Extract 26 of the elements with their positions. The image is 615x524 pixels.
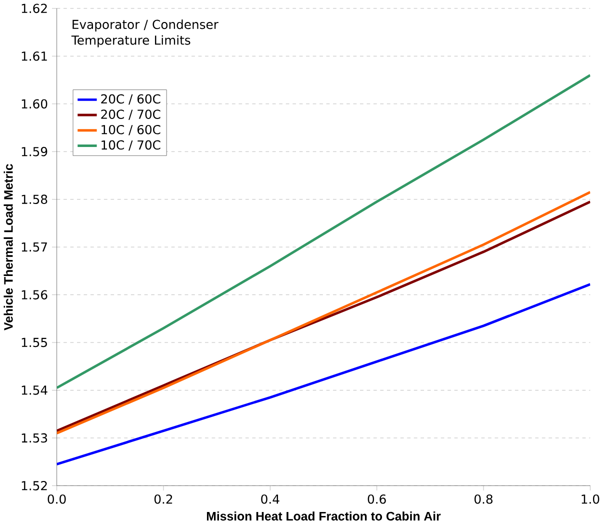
legend-label: 10C / 60C bbox=[102, 124, 160, 136]
y-tick-label: 1.60 bbox=[22, 99, 48, 108]
y-tick-label: 1.61 bbox=[22, 51, 47, 61]
x-tick-label: 0.0 bbox=[48, 494, 66, 504]
y-tick-label: 1.56 bbox=[22, 290, 48, 300]
legend-label: 10C / 70C bbox=[102, 140, 160, 150]
y-tick-label: 1.54 bbox=[22, 385, 48, 395]
x-tick-label: 0.2 bbox=[154, 494, 172, 504]
y-tick-label: 1.52 bbox=[22, 480, 47, 490]
x-tick-label: 0.4 bbox=[261, 494, 280, 504]
legend-label: 20C / 60C bbox=[101, 94, 160, 104]
x-tick-label: 0.8 bbox=[474, 494, 492, 504]
y-tick-label: 1.62 bbox=[22, 4, 47, 13]
legend-label: 20C / 70C bbox=[101, 109, 160, 120]
y-tick-label: 1.59 bbox=[22, 146, 48, 156]
legend-title: Evaporator / Condenser Temperature Limits bbox=[71, 19, 218, 48]
x-axis-title: Mission Heat Load Fraction to Cabin Air bbox=[206, 511, 441, 520]
line-series bbox=[56, 282, 590, 466]
y-tick-label: 1.58 bbox=[22, 194, 48, 204]
x-tick-label: 0.6 bbox=[368, 494, 386, 504]
x-tick-label: 1.0 bbox=[582, 494, 600, 504]
line-series bbox=[56, 74, 590, 389]
y-tick-label: 1.55 bbox=[22, 338, 47, 347]
y-tick-label: 1.53 bbox=[22, 433, 48, 442]
y-axis-title: Vehicle Thermal Load Metric bbox=[4, 164, 13, 330]
y-tick-label: 1.57 bbox=[22, 242, 47, 252]
